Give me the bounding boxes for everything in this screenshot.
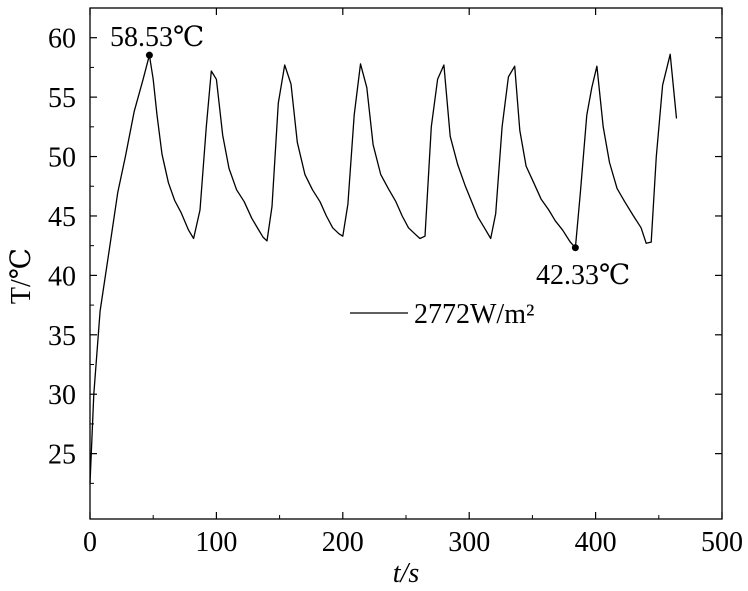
- y-tick-label: 35: [48, 321, 76, 352]
- legend: 2772W/m²: [350, 299, 534, 330]
- y-tick-label: 40: [48, 261, 76, 292]
- annotation-layer: 58.53℃ 42.33℃: [110, 22, 630, 291]
- y-tick-label: 60: [48, 24, 76, 55]
- y-tick-label: 25: [48, 440, 76, 471]
- x-tick-label: 0: [83, 527, 97, 558]
- annotation-peak-label: 58.53℃: [110, 22, 204, 53]
- series-layer: [89, 53, 678, 484]
- x-axis-label: t/s: [393, 558, 420, 589]
- x-tick-label: 500: [701, 527, 743, 558]
- axis-ticks: [89, 8, 723, 519]
- annotation-marker: [145, 51, 153, 59]
- x-tick-label: 100: [195, 527, 237, 558]
- x-tick-label: 300: [448, 527, 490, 558]
- y-tick-label: 55: [48, 83, 76, 114]
- x-tick-label: 200: [322, 527, 364, 558]
- x-tick-label: 400: [575, 527, 617, 558]
- y-axis-label: T/℃: [6, 248, 37, 304]
- annotation-min-label: 42.33℃: [536, 260, 630, 291]
- axis-tick-labels: 0 100 200 300 400 500 25 30 35 40 45 50 55 60: [48, 24, 743, 558]
- y-tick-label: 50: [48, 143, 76, 174]
- y-tick-label: 45: [48, 202, 76, 233]
- y-tick-label: 30: [48, 380, 76, 411]
- annotation-marker: [571, 244, 579, 252]
- series-line-0: [89, 53, 678, 484]
- legend-label: 2772W/m²: [414, 299, 534, 330]
